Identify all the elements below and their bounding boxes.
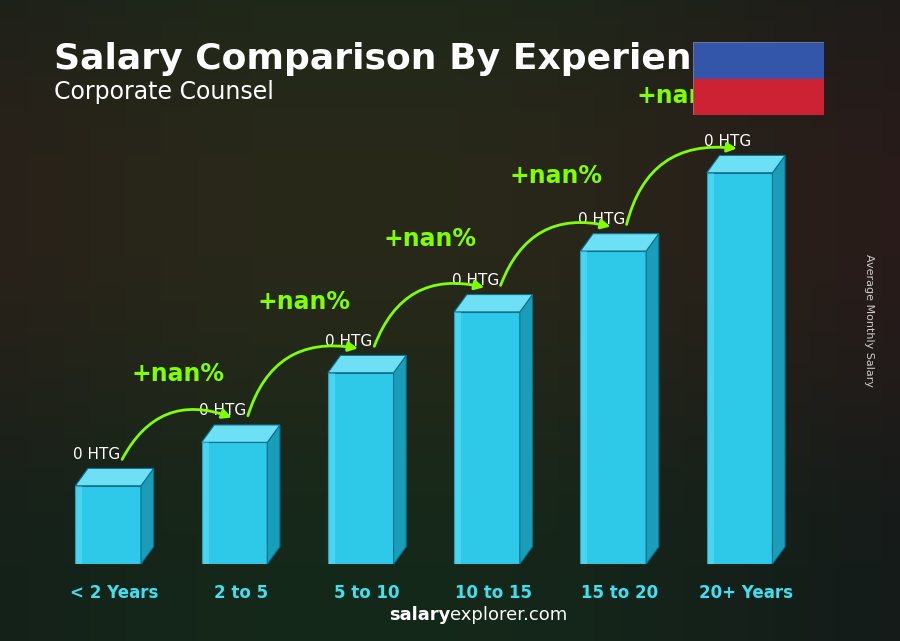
Text: 0 HTG: 0 HTG (326, 334, 373, 349)
Text: 5 to 10: 5 to 10 (334, 584, 400, 602)
Polygon shape (706, 173, 714, 564)
Polygon shape (202, 425, 280, 442)
Text: +nan%: +nan% (131, 362, 224, 386)
Polygon shape (76, 486, 82, 564)
Polygon shape (76, 469, 154, 486)
Polygon shape (706, 155, 785, 173)
Text: +nan%: +nan% (510, 164, 603, 188)
Polygon shape (772, 155, 785, 564)
Polygon shape (520, 294, 533, 564)
Polygon shape (646, 234, 659, 564)
Polygon shape (141, 469, 154, 564)
Text: Average Monthly Salary: Average Monthly Salary (863, 254, 874, 387)
Text: 0 HTG: 0 HTG (578, 212, 626, 227)
Polygon shape (328, 373, 335, 564)
Polygon shape (267, 425, 280, 564)
Text: 15 to 20: 15 to 20 (581, 584, 658, 602)
Polygon shape (202, 442, 209, 564)
Text: < 2 Years: < 2 Years (70, 584, 158, 602)
Polygon shape (580, 251, 588, 564)
Polygon shape (580, 234, 659, 251)
Text: Salary Comparison By Experience: Salary Comparison By Experience (54, 42, 737, 76)
Polygon shape (76, 486, 141, 564)
Text: 10 to 15: 10 to 15 (454, 584, 532, 602)
Text: +nan%: +nan% (383, 227, 477, 251)
Polygon shape (202, 442, 267, 564)
Text: 20+ Years: 20+ Years (699, 584, 793, 602)
Text: 2 to 5: 2 to 5 (213, 584, 268, 602)
Polygon shape (454, 294, 533, 312)
Text: 0 HTG: 0 HTG (199, 403, 247, 419)
Text: 0 HTG: 0 HTG (73, 447, 120, 462)
Text: salary: salary (389, 606, 450, 624)
Text: +nan%: +nan% (257, 290, 350, 314)
Polygon shape (454, 312, 461, 564)
Text: 0 HTG: 0 HTG (452, 273, 499, 288)
Text: +nan%: +nan% (636, 83, 729, 108)
Text: Corporate Counsel: Corporate Counsel (54, 80, 274, 104)
Text: explorer.com: explorer.com (450, 606, 567, 624)
Polygon shape (328, 355, 406, 373)
Bar (693, 79, 824, 115)
Polygon shape (328, 373, 393, 564)
Bar (693, 42, 824, 79)
Polygon shape (706, 173, 772, 564)
Text: 0 HTG: 0 HTG (704, 134, 752, 149)
Polygon shape (580, 251, 646, 564)
Polygon shape (454, 312, 520, 564)
Polygon shape (393, 355, 406, 564)
